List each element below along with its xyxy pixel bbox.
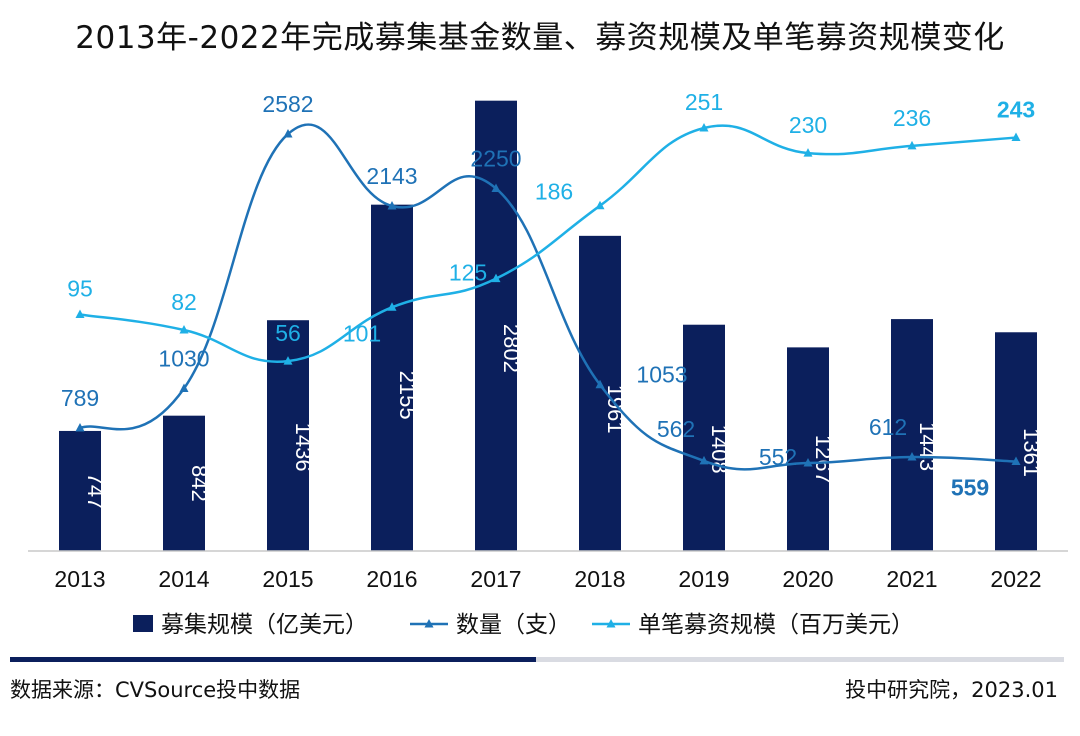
footer-rule-dark [10, 657, 536, 662]
x-tick-label: 2015 [262, 566, 313, 592]
count-point [595, 379, 605, 389]
avg-value-label: 251 [685, 89, 723, 115]
avg-point [1011, 132, 1021, 142]
x-tick-label: 2014 [158, 566, 209, 592]
count-value-label: 2250 [470, 145, 521, 171]
bar [163, 415, 205, 551]
avg-point [803, 148, 813, 157]
source-note: 数据来源：CVSource投中数据 [10, 678, 301, 702]
bar-value-label: 1443 [915, 422, 940, 471]
legend-swatch-bar [133, 615, 153, 632]
legend-marker-avg [606, 619, 616, 628]
count-value-label: 552 [759, 444, 797, 470]
bar [59, 430, 101, 551]
count-point [387, 200, 397, 210]
avg-point [283, 356, 293, 365]
count-point [491, 183, 501, 192]
avg-value-label: 82 [171, 289, 197, 315]
count-point [283, 129, 293, 138]
x-tick-label: 2013 [54, 566, 105, 592]
chart-title: 2013年-2022年完成募集基金数量、募资规模及单笔募资规模变化 [75, 20, 1005, 56]
count-value-label: 2582 [262, 91, 313, 117]
count-value-label: 1053 [636, 362, 687, 388]
bar [475, 100, 517, 551]
count-point [179, 383, 189, 392]
x-tick-label: 2022 [990, 566, 1041, 592]
bar-value-label: 2802 [499, 324, 524, 373]
avg-value-label: 236 [893, 105, 931, 131]
count-value-label: 1030 [158, 345, 209, 371]
x-tick-label: 2018 [574, 566, 625, 592]
bar [579, 235, 621, 551]
avg-value-label: 243 [997, 97, 1035, 123]
bar-value-label: 842 [187, 465, 212, 502]
avg-value-label: 230 [789, 112, 827, 138]
count-value-label: 559 [951, 475, 989, 501]
count-series-line [79, 123, 1017, 471]
avg-series-line [79, 124, 1017, 363]
avg-point [595, 200, 605, 210]
bar-value-label: 1361 [1019, 428, 1044, 477]
bar-value-label: 1436 [291, 423, 316, 472]
x-tick-label: 2020 [782, 566, 833, 592]
bar-value-label: 2155 [395, 371, 420, 420]
avg-point [387, 302, 397, 311]
bar [787, 347, 829, 551]
bar [891, 319, 933, 551]
x-tick-label: 2017 [470, 566, 521, 592]
bar [371, 204, 413, 552]
count-value-label: 2143 [366, 163, 417, 189]
avg-point [699, 123, 709, 132]
count-value-label: 612 [869, 414, 907, 440]
bar-value-label: 1267 [811, 435, 836, 484]
count-point [803, 458, 813, 467]
legend-marker-count [424, 619, 434, 628]
count-point [1011, 456, 1021, 466]
x-tick-label: 2019 [678, 566, 729, 592]
legend-label-bar: 募集规模（亿美元） [161, 612, 368, 638]
bar [995, 332, 1037, 551]
avg-point [491, 273, 501, 283]
count-value-label: 789 [61, 385, 99, 411]
count-point [75, 423, 85, 432]
publisher-credit: 投中研究院，2023.01 [845, 678, 1058, 702]
avg-point [179, 325, 189, 334]
count-point [699, 455, 709, 465]
avg-value-label: 186 [535, 179, 573, 205]
x-tick-label: 2021 [886, 566, 937, 592]
avg-value-label: 125 [449, 260, 487, 286]
legend-label-count: 数量（支） [456, 612, 571, 638]
avg-value-label: 101 [343, 320, 381, 346]
count-point [907, 452, 917, 461]
count-value-label: 562 [657, 416, 695, 442]
x-tick-label: 2016 [366, 566, 417, 592]
bar [683, 324, 725, 551]
avg-point [75, 309, 85, 318]
legend-label-avg: 单笔募资规模（百万美元） [638, 612, 914, 638]
footer-rule-light [536, 657, 1064, 662]
avg-value-label: 95 [67, 275, 93, 301]
bar-value-label: 747 [83, 473, 108, 510]
avg-point [907, 140, 917, 150]
avg-value-label: 56 [275, 320, 301, 346]
